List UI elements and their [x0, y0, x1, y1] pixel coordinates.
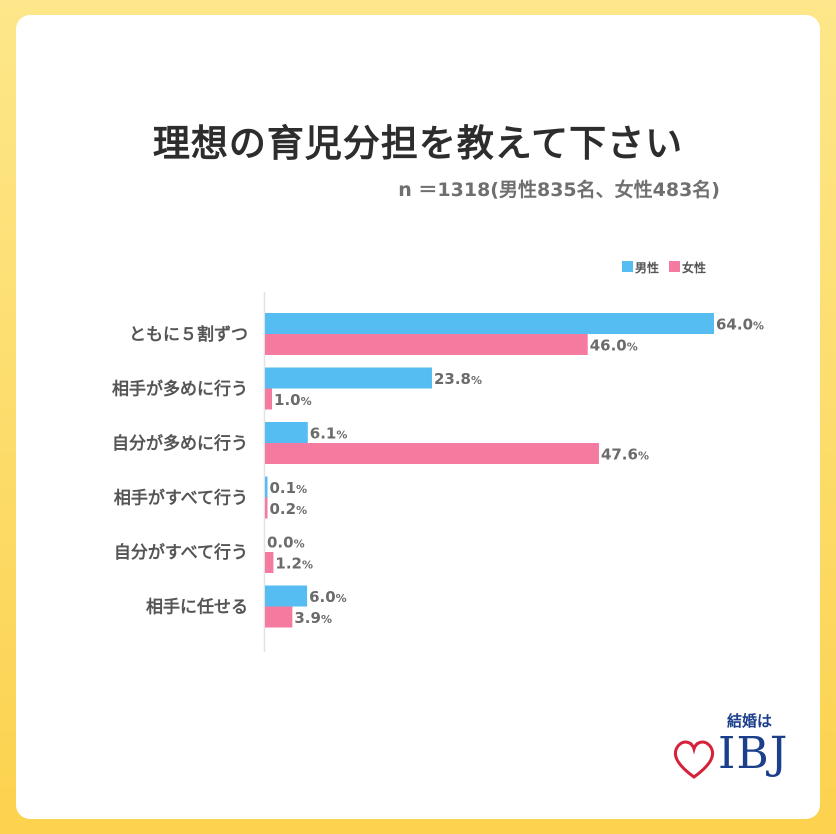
logo-brand: IBJ: [718, 728, 789, 779]
legend-label-male: 男性: [635, 260, 659, 275]
heart-icon: [673, 740, 715, 779]
bar-female: [265, 552, 274, 573]
data-label: 23.8%: [434, 370, 482, 388]
category-labels: ともに５割ずつ相手が多めに行う自分が多めに行う相手がすべて行う自分がすべて行う相…: [112, 324, 248, 618]
bar-female: [265, 443, 599, 464]
data-label: 1.2%: [275, 555, 313, 573]
bar-male: [265, 476, 268, 498]
bar-male: [265, 585, 308, 607]
data-label: 0.2%: [270, 500, 308, 518]
bar-male: [265, 422, 308, 443]
bar-series: [265, 313, 714, 628]
category-label: 相手に任せる: [146, 597, 248, 618]
bar-female: [265, 497, 268, 519]
chart-legend: 男性 女性: [622, 260, 706, 275]
data-label: 6.0%: [309, 588, 347, 606]
legend-label-female: 女性: [682, 260, 706, 275]
bar-female: [265, 606, 293, 628]
data-label: 46.0%: [590, 337, 638, 355]
bar-male: [265, 367, 432, 389]
legend-swatch-male: [622, 261, 633, 272]
category-label: ともに５割ずつ: [129, 324, 248, 345]
bar-male: [265, 313, 714, 334]
ibj-logo: 結婚は IBJ: [660, 708, 810, 798]
logo-tagline: 結婚は: [726, 712, 772, 730]
data-label: 1.0%: [274, 391, 312, 409]
bar-female: [265, 388, 273, 410]
category-label: 自分が多めに行う: [112, 433, 248, 454]
data-label: 0.0%: [267, 534, 305, 552]
legend-swatch-female: [669, 261, 680, 272]
value-labels: 64.0% 46.0% 23.8% 1.0% 6.1% 47.6% 0.1% 0.2% 0.0%…: [267, 316, 764, 628]
chart-title: 理想の育児分担を教えて下さい: [152, 122, 684, 165]
data-label: 6.1%: [310, 425, 348, 443]
category-label: 相手がすべて行う: [114, 488, 248, 509]
category-label: 相手が多めに行う: [112, 379, 248, 400]
data-label: 64.0%: [716, 316, 764, 334]
chart-subtitle: n ＝1318(男性835名、女性483名): [398, 179, 720, 201]
data-label: 0.1%: [270, 479, 308, 497]
bar-female: [265, 334, 588, 355]
chart-card: [16, 15, 820, 819]
category-label: 自分がすべて行う: [114, 542, 248, 563]
data-label: 3.9%: [294, 609, 332, 627]
data-label: 47.6%: [601, 446, 649, 464]
